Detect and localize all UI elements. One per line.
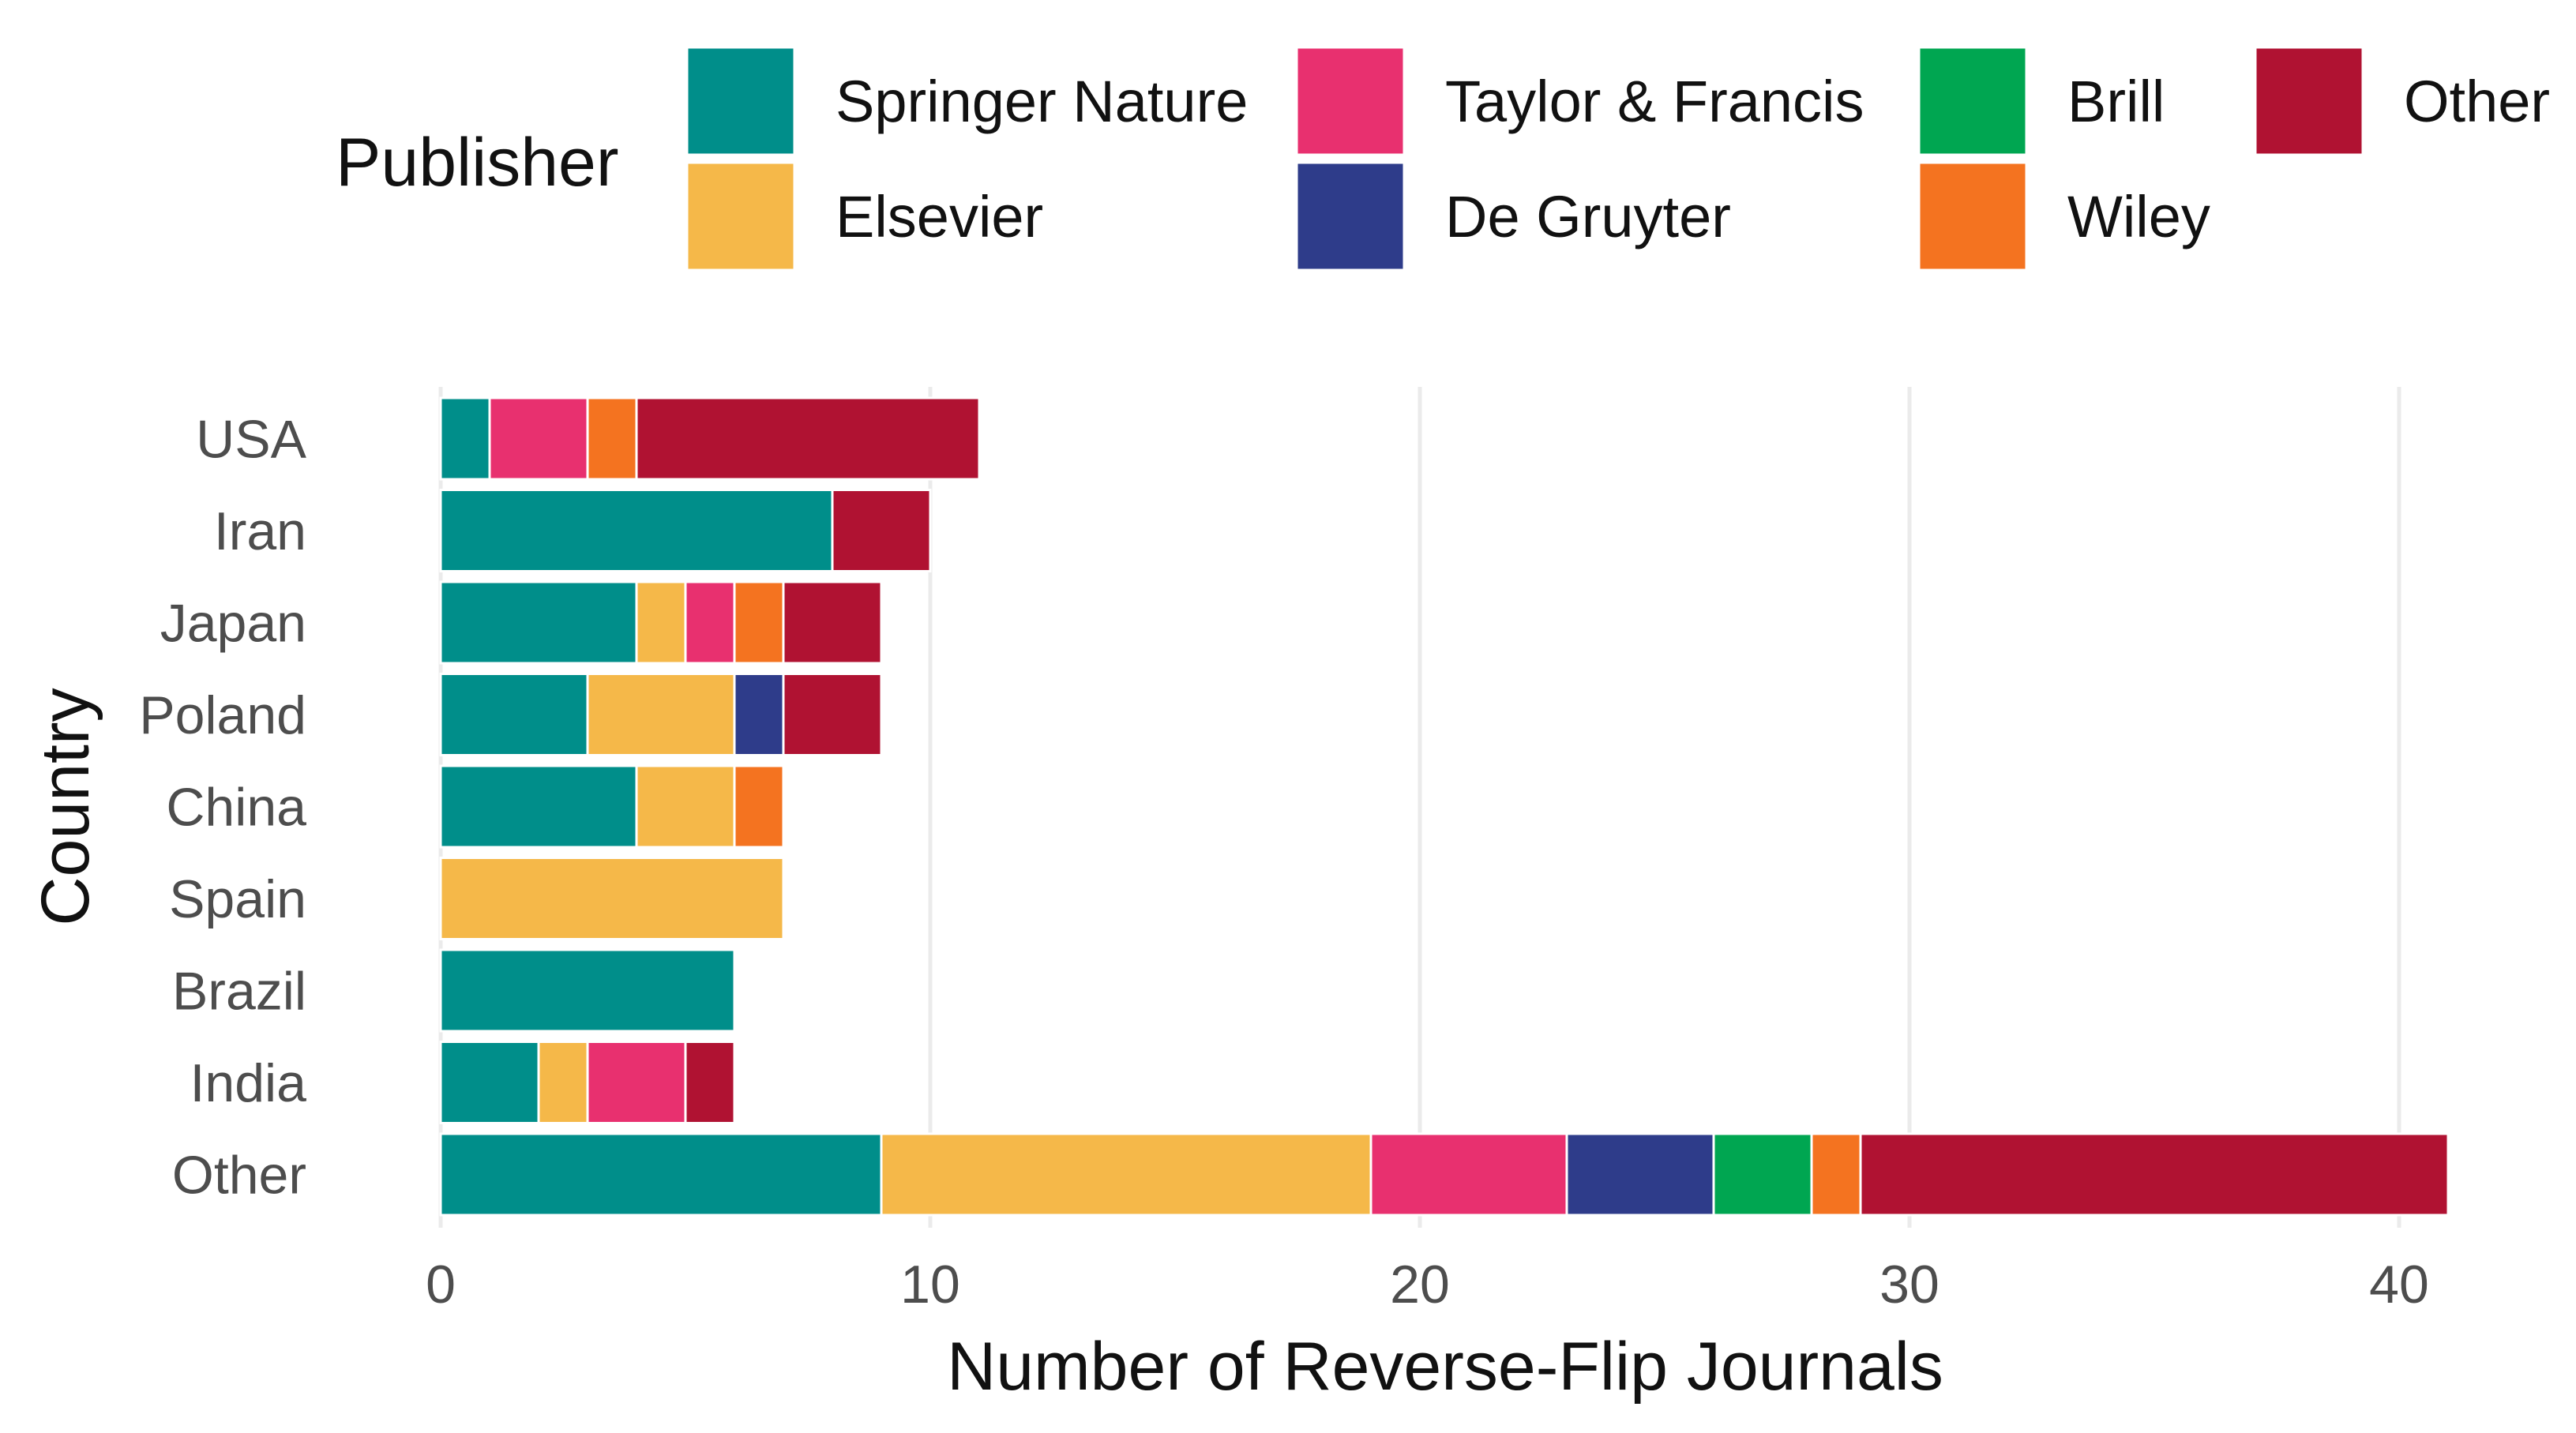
bar-other-taylor-and-francis (1369, 1132, 1568, 1217)
bar-spain-elsevier (439, 857, 785, 940)
bar-india-taylor-and-francis (586, 1041, 687, 1124)
x-axis-title: Number of Reverse-Flip Journals (947, 1329, 1943, 1405)
y-tick-label-china: China (166, 778, 306, 838)
legend-key-springer-nature (685, 46, 796, 156)
y-axis-title: Country (28, 688, 103, 925)
bar-other-wiley (1810, 1132, 1862, 1217)
y-tick-label-iran: Iran (214, 501, 306, 561)
y-tick-label-japan: Japan (160, 594, 306, 654)
legend-label-de-gruyter: De Gruyter (1445, 184, 1731, 249)
legend: Publisher Springer Nature Elsevier Taylor … (336, 46, 2550, 272)
bar-usa-other (635, 396, 981, 481)
x-axis-tick-labels: 0 10 20 30 40 (426, 1255, 2429, 1315)
bar-usa-wiley (586, 396, 638, 481)
bar-iran-springer-nature (439, 489, 834, 572)
x-tick-label-30: 30 (1879, 1255, 1940, 1315)
bar-iran-other (831, 489, 932, 572)
bar-japan-taylor-and-francis (684, 580, 736, 665)
y-tick-label-spain: Spain (169, 869, 306, 929)
bar-other-elsevier (880, 1132, 1372, 1217)
bar-japan-wiley (733, 580, 785, 665)
legend-label-wiley: Wiley (2067, 184, 2210, 249)
legend-label-taylor-and-francis: Taylor & Francis (1445, 69, 1864, 134)
bar-poland-elsevier (586, 673, 736, 756)
legend-label-elsevier: Elsevier (836, 184, 1043, 249)
bar-india-springer-nature (439, 1041, 540, 1124)
bar-china-springer-nature (439, 764, 638, 849)
bar-other-other (1859, 1132, 2450, 1217)
bar-other-de-gruyter (1565, 1132, 1715, 1217)
bar-japan-other (782, 580, 883, 665)
bar-india-elsevier (537, 1041, 589, 1124)
legend-key-brill (1917, 46, 2028, 156)
bar-poland-de-gruyter (733, 673, 785, 756)
x-tick-label-40: 40 (2369, 1255, 2429, 1315)
x-tick-label-0: 0 (426, 1255, 456, 1315)
x-tick-label-20: 20 (1390, 1255, 1450, 1315)
x-tick-label-10: 10 (900, 1255, 960, 1315)
legend-key-taylor-and-francis (1295, 46, 1406, 156)
bar-japan-elsevier (635, 580, 687, 665)
legend-key-other (2254, 46, 2364, 156)
y-tick-label-india: India (190, 1053, 307, 1113)
y-tick-label-usa: USA (196, 410, 306, 470)
legend-key-wiley (1917, 161, 2028, 272)
bar-poland-springer-nature (439, 673, 589, 756)
legend-label-springer-nature: Springer Nature (836, 69, 1248, 134)
legend-label-brill: Brill (2067, 69, 2165, 134)
legend-key-elsevier (685, 161, 796, 272)
legend-title: Publisher (336, 125, 619, 201)
y-tick-label-brazil: Brazil (172, 962, 306, 1022)
y-axis-tick-labels: USA Iran Japan Poland China Spain Brazil India O… (139, 410, 306, 1206)
bar-china-elsevier (635, 764, 736, 849)
bar-poland-other (782, 673, 883, 756)
bars (439, 396, 2450, 1217)
bar-china-wiley (733, 764, 785, 849)
bar-other-springer-nature (439, 1132, 883, 1217)
legend-key-de-gruyter (1295, 161, 1406, 272)
y-tick-label-other: Other (172, 1146, 306, 1206)
bar-usa-springer-nature (439, 396, 491, 481)
bar-india-other (684, 1041, 736, 1124)
y-tick-label-poland: Poland (139, 685, 306, 745)
bar-brazil-springer-nature (439, 948, 736, 1033)
legend-label-other: Other (2404, 69, 2550, 134)
bar-other-brill (1712, 1132, 1813, 1217)
bar-usa-taylor-and-francis (488, 396, 589, 481)
bar-japan-springer-nature (439, 580, 638, 665)
